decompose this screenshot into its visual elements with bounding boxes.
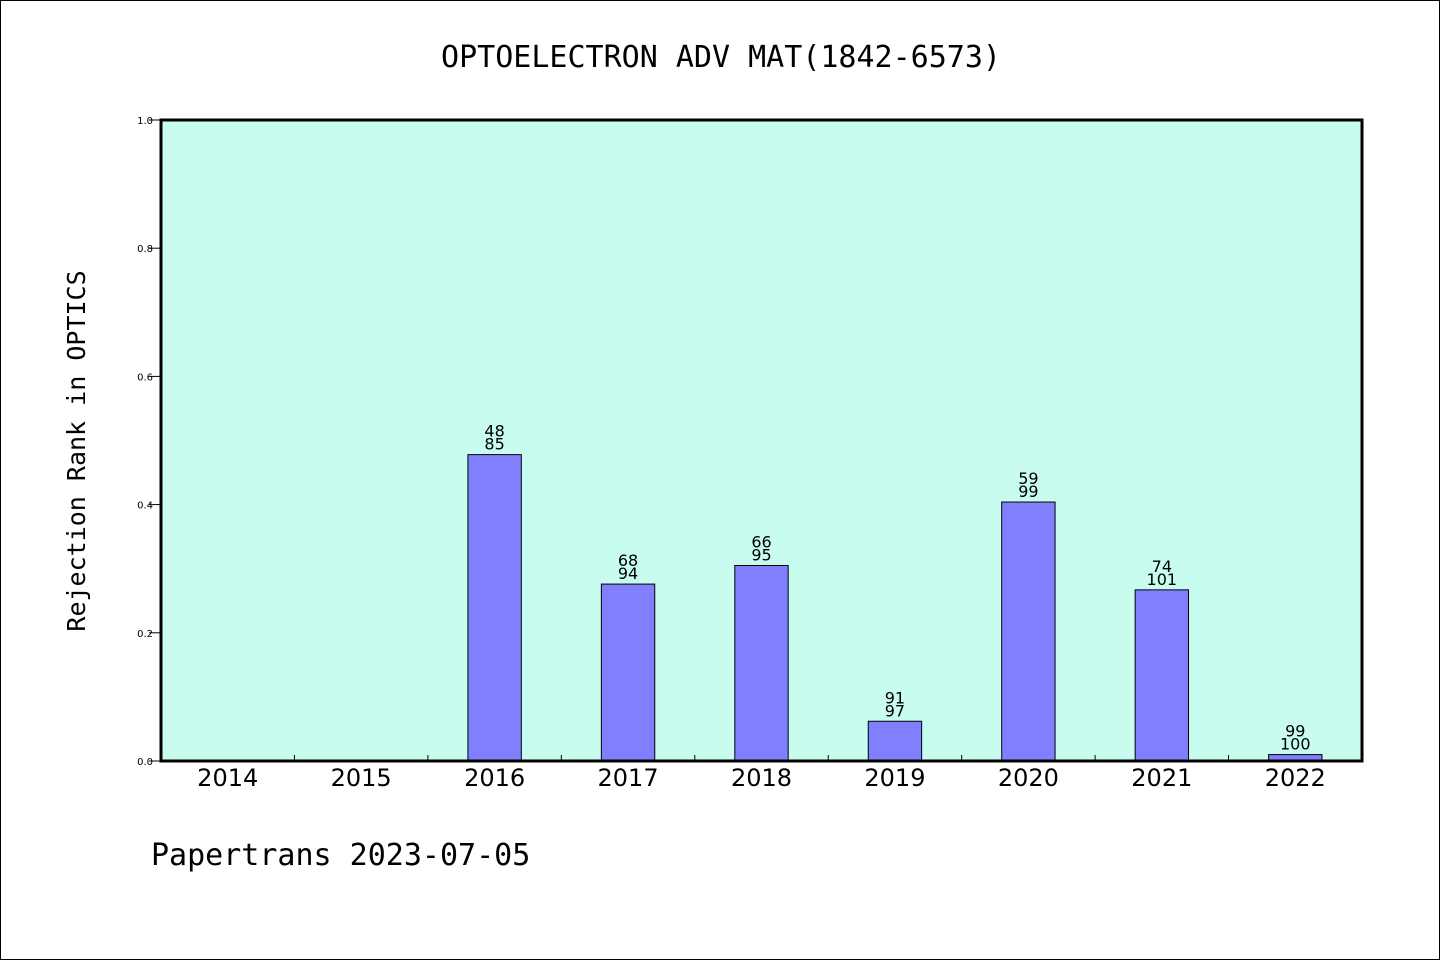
bar-2016 bbox=[467, 454, 522, 762]
y-axis-ticks: 0.0 0.2 0.4 0.6 0.8 1.0 bbox=[137, 116, 161, 768]
bar-label-bottom-2016: 85 bbox=[484, 435, 504, 454]
bar-2021 bbox=[1134, 589, 1190, 762]
bar-2020 bbox=[1001, 501, 1056, 762]
x-tick-label-2020: 2020 bbox=[998, 764, 1059, 792]
bar-2018 bbox=[734, 564, 789, 762]
y-tick-label-0.0: 0.0 bbox=[137, 757, 153, 768]
bar-label-bottom-2019: 97 bbox=[885, 701, 905, 720]
x-tick-label-2015: 2015 bbox=[331, 764, 392, 792]
x-tick-label-2018: 2018 bbox=[731, 764, 792, 792]
bar-label-top-2018: 66 bbox=[751, 532, 771, 551]
chart-title: OPTOELECTRON ADV MAT(1842-6573) bbox=[441, 40, 1001, 75]
bar-label-top-2017: 68 bbox=[618, 551, 638, 570]
bar-label-bottom-2020: 99 bbox=[1018, 482, 1038, 501]
footer-text: Papertrans 2023-07-05 bbox=[151, 838, 530, 873]
y-tick-label-0.8: 0.8 bbox=[137, 244, 153, 255]
bar-2017 bbox=[600, 583, 656, 762]
bar-label-top-2021: 74 bbox=[1152, 557, 1172, 576]
x-axis-ticks: 2014 2015 2016 2017 2018 2019 2020 2021 2022 bbox=[197, 755, 1326, 792]
bar-label-bottom-2022: 100 bbox=[1280, 735, 1311, 754]
y-axis-label: Rejection Rank in OPTICS bbox=[62, 270, 91, 631]
x-tick-label-2022: 2022 bbox=[1265, 764, 1326, 792]
y-tick-label-0.2: 0.2 bbox=[137, 629, 153, 640]
y-tick-label-0.4: 0.4 bbox=[137, 501, 153, 512]
bar-2019 bbox=[867, 720, 923, 762]
y-tick-label-1.0: 1.0 bbox=[137, 116, 153, 127]
x-tick-label-2019: 2019 bbox=[864, 764, 925, 792]
bar-label-bottom-2017: 94 bbox=[618, 564, 638, 583]
bar-label-bottom-2018: 95 bbox=[751, 545, 771, 564]
bar-label-top-2022: 99 bbox=[1285, 722, 1305, 741]
bar-label-top-2020: 59 bbox=[1018, 469, 1038, 488]
x-tick-label-2021: 2021 bbox=[1131, 764, 1192, 792]
x-tick-label-2016: 2016 bbox=[464, 764, 525, 792]
x-tick-label-2014: 2014 bbox=[197, 764, 258, 792]
bars bbox=[467, 454, 1323, 762]
y-tick-label-0.6: 0.6 bbox=[137, 372, 153, 383]
x-tick-label-2017: 2017 bbox=[598, 764, 659, 792]
bar-label-top-2016: 48 bbox=[484, 422, 504, 441]
bar-label-bottom-2021: 101 bbox=[1147, 570, 1178, 589]
plot-border bbox=[159, 118, 1364, 763]
bar-label-top-2019: 91 bbox=[885, 688, 905, 707]
